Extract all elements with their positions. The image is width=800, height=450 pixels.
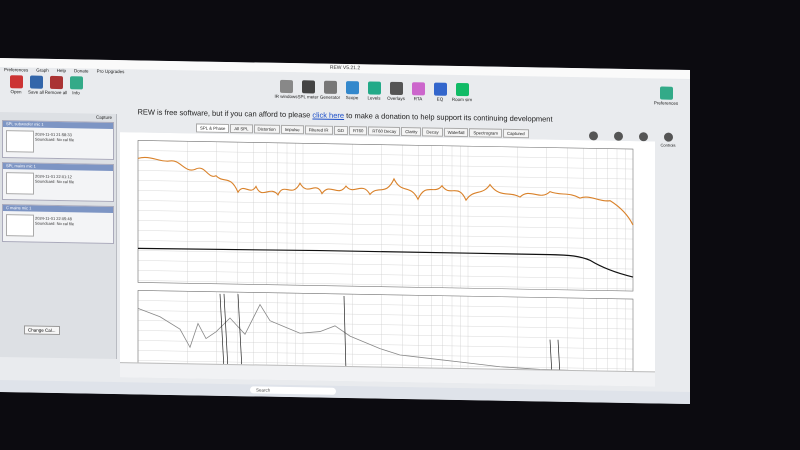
measurement-panel: Capture Change Cal... SPL subwoofer mic … xyxy=(0,112,117,360)
toolbar-icon xyxy=(411,82,425,96)
grid-line xyxy=(138,280,633,290)
measurement-cal: Soundcard: No cal file xyxy=(35,136,75,143)
grid-line xyxy=(138,330,633,340)
graph-tool[interactable]: Controls xyxy=(657,132,679,148)
tool-icon xyxy=(638,132,648,142)
toolbar-icon xyxy=(49,75,63,90)
toolbar-icon xyxy=(29,75,43,89)
grid-line xyxy=(138,240,633,250)
grid-line xyxy=(138,190,633,200)
tab[interactable]: Clarity xyxy=(401,127,422,137)
measurement-name: SPL subwoofer mic 1 xyxy=(3,121,113,129)
measurement-cal: Soundcard: No cal file xyxy=(35,220,75,227)
change-cal-button[interactable]: Change Cal... xyxy=(24,325,60,336)
upper-plot-frame xyxy=(137,140,634,292)
window-title: REW V5.21.2 xyxy=(329,64,361,72)
measurement-cal: Soundcard: No cal file xyxy=(35,178,75,185)
grid-line xyxy=(138,220,633,230)
grid-line xyxy=(138,320,633,330)
menu-item[interactable]: Help xyxy=(56,67,67,74)
grid-line xyxy=(138,270,633,280)
marker-lines xyxy=(219,293,561,376)
tab[interactable]: Decay xyxy=(422,127,443,137)
grid-line xyxy=(138,310,633,320)
menu-item[interactable]: Pro Upgrades xyxy=(96,68,125,75)
tab[interactable]: Waterfall xyxy=(443,127,469,138)
measurement-name: C mains mic 1 xyxy=(3,205,113,213)
grid-line xyxy=(138,170,633,180)
measurement-card[interactable]: C mains mic 1 2024-11-01 22:05:48 Soundcar… xyxy=(2,204,114,244)
toolbar-label: Info xyxy=(72,90,80,96)
measurement-name: SPL mains mic 1 xyxy=(3,163,113,171)
toolbar-icon xyxy=(9,75,23,89)
grid-line xyxy=(138,230,633,240)
tab[interactable]: All SPL xyxy=(230,124,253,134)
measurement-info: 2024-11-01 22:01:12 Soundcard: No cal fil… xyxy=(35,174,74,185)
toolbar-icon xyxy=(301,80,315,94)
grid-line xyxy=(138,350,633,360)
grid-line xyxy=(138,200,633,210)
tab[interactable]: Filtered IR xyxy=(304,125,333,135)
grid-line xyxy=(138,360,633,370)
toolbar-icon xyxy=(659,86,673,100)
tool-icon xyxy=(588,131,598,141)
toolbar-button[interactable]: Room sim xyxy=(448,82,476,103)
toolbar-icon xyxy=(69,76,83,90)
toolbar-button[interactable]: Info xyxy=(62,76,90,95)
grid-line xyxy=(138,160,633,170)
grid-line xyxy=(138,150,633,160)
tab[interactable]: Spectrogram xyxy=(469,128,503,138)
capture-button[interactable]: Capture xyxy=(96,114,113,120)
grid-line xyxy=(138,260,633,270)
spl-curve xyxy=(137,156,634,226)
graph-background xyxy=(120,132,655,387)
tab[interactable]: GD xyxy=(333,125,348,136)
measurement-thumbnail xyxy=(6,172,34,195)
banner-text: REW is free software, but if you can aff… xyxy=(137,107,313,120)
toolbar-icon xyxy=(279,79,293,94)
banner-text: to make a donation to help support its c… xyxy=(344,111,553,124)
toolbar-button[interactable]: Preferences xyxy=(652,86,680,106)
menu-item[interactable]: Graph xyxy=(36,67,49,73)
tool-icon xyxy=(663,132,673,142)
toolbar-label: Preferences xyxy=(653,100,679,106)
measurement-card[interactable]: SPL mains mic 1 2024-11-01 22:01:12 Soundc… xyxy=(2,162,114,202)
tab[interactable]: SPL & Phase xyxy=(196,123,230,134)
measurement-card[interactable]: SPL subwoofer mic 1 2024-11-01 21:58:33 So… xyxy=(2,120,114,160)
measurement-thumbnail xyxy=(6,130,34,153)
graph xyxy=(120,132,655,387)
tab[interactable]: Distortion xyxy=(253,124,280,134)
measurement-info: 2024-11-01 22:05:48 Soundcard: No cal fil… xyxy=(35,216,74,227)
toolbar-icon xyxy=(367,81,381,95)
grid-line xyxy=(138,250,633,260)
phase-curve xyxy=(137,247,634,278)
tool-label: Controls xyxy=(660,142,676,148)
tab[interactable]: Captured xyxy=(503,128,529,139)
grid-line xyxy=(138,210,633,220)
toolbar-icon xyxy=(345,81,359,95)
toolbar-icon xyxy=(455,82,469,97)
toolbar-icon xyxy=(389,81,403,96)
measurement-thumbnail xyxy=(6,214,34,237)
toolbar-label: Room sim xyxy=(451,96,473,103)
tab[interactable]: RT60 xyxy=(348,126,368,136)
tab[interactable]: Impulse xyxy=(280,124,304,135)
menu-item[interactable]: Preferences xyxy=(4,67,29,73)
menu-item[interactable]: Donate xyxy=(74,68,89,74)
taskbar-search[interactable]: Search xyxy=(250,386,336,395)
toolbar-icon xyxy=(323,80,337,94)
monitor-screen: REW V5.21.2 Preferences Graph Help Donate Pr… xyxy=(0,58,690,405)
tool-icon xyxy=(613,131,623,141)
donate-link[interactable]: click here xyxy=(312,110,345,121)
measurement-info: 2024-11-01 21:58:33 Soundcard: No cal fil… xyxy=(35,132,74,143)
toolbar-icon xyxy=(433,82,447,96)
tab[interactable]: RT60 Decay xyxy=(368,126,401,136)
grid-line xyxy=(138,180,633,190)
